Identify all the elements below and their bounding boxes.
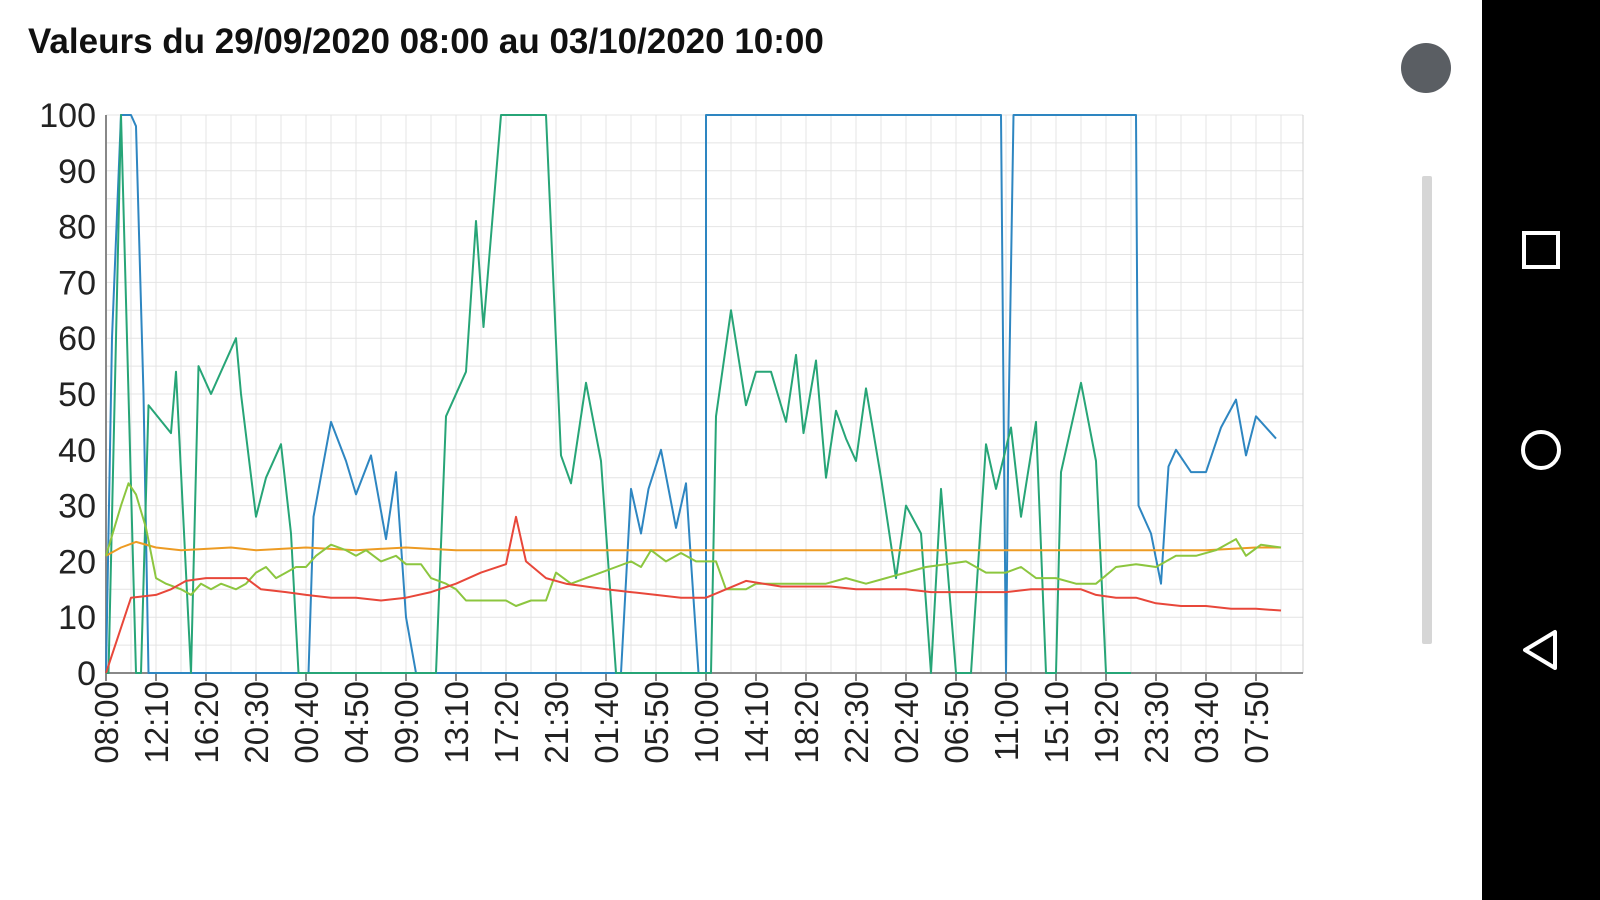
x-tick-label: 08:00 bbox=[88, 681, 125, 764]
system-navigation-bar bbox=[1482, 0, 1600, 900]
x-tick-label: 05:50 bbox=[638, 681, 675, 764]
series-line-4 bbox=[105, 482, 1282, 607]
y-tick-label: 40 bbox=[58, 432, 96, 470]
y-tick-label: 90 bbox=[58, 153, 96, 191]
series-line-3 bbox=[105, 540, 1281, 557]
y-tick-label: 60 bbox=[58, 320, 96, 358]
x-tick-label: 22:30 bbox=[838, 681, 875, 764]
x-tick-label: 02:40 bbox=[888, 681, 925, 764]
recent-apps-icon bbox=[1522, 231, 1560, 269]
x-tick-label: 23:30 bbox=[1138, 681, 1175, 764]
line-chart: 0 10 20 30 40 50 60 70 80 90 100 08:00 12:10 16:20 20… bbox=[39, 97, 1304, 764]
x-tick-label: 06:50 bbox=[938, 681, 975, 764]
y-tick-label: 70 bbox=[58, 264, 96, 302]
chart-axes bbox=[105, 115, 1304, 681]
home-icon bbox=[1521, 430, 1561, 470]
x-tick-label: 03:40 bbox=[1188, 681, 1225, 764]
x-tick-label: 01:40 bbox=[588, 681, 625, 764]
x-tick-label: 09:00 bbox=[388, 681, 425, 764]
chart-series bbox=[105, 114, 1282, 674]
x-tick-label: 12:10 bbox=[138, 681, 175, 764]
x-tick-label: 21:30 bbox=[538, 681, 575, 764]
y-tick-label: 30 bbox=[58, 488, 96, 526]
x-tick-label: 10:00 bbox=[688, 681, 725, 764]
x-tick-label: 00:40 bbox=[288, 681, 325, 764]
y-tick-label: 20 bbox=[58, 543, 96, 581]
x-tick-label: 04:50 bbox=[338, 681, 375, 764]
x-tick-label: 18:20 bbox=[788, 681, 825, 764]
chart-title: Valeurs du 29/09/2020 08:00 au 03/10/202… bbox=[28, 22, 824, 61]
x-tick-label: 20:30 bbox=[238, 681, 275, 764]
x-axis-labels: 08:00 12:10 16:20 20:30 00:40 04:50 09:00 13:10… bbox=[88, 681, 1275, 764]
y-tick-label: 50 bbox=[58, 376, 96, 414]
x-tick-label: 11:00 bbox=[988, 681, 1025, 761]
y-tick-label: 10 bbox=[58, 599, 96, 637]
back-button[interactable] bbox=[1510, 619, 1572, 681]
x-tick-label: 07:50 bbox=[1238, 681, 1275, 764]
chart-grid bbox=[105, 114, 1303, 674]
overflow-menu-button[interactable] bbox=[1401, 43, 1451, 93]
recent-apps-button[interactable] bbox=[1510, 219, 1572, 281]
x-tick-label: 19:20 bbox=[1088, 681, 1125, 764]
x-tick-label: 13:10 bbox=[438, 681, 475, 764]
x-tick-label: 14:10 bbox=[738, 681, 775, 764]
y-tick-label: 0 bbox=[77, 655, 96, 693]
y-tick-label: 100 bbox=[39, 97, 96, 135]
x-tick-label: 16:20 bbox=[188, 681, 225, 764]
series-line-2 bbox=[106, 114, 1131, 674]
home-button[interactable] bbox=[1510, 419, 1572, 481]
back-icon bbox=[1523, 630, 1557, 670]
y-tick-label: 80 bbox=[58, 209, 96, 247]
series-line-1 bbox=[105, 114, 1277, 674]
series-line-5 bbox=[105, 515, 1282, 674]
x-tick-label: 15:10 bbox=[1038, 681, 1075, 764]
scrollbar[interactable] bbox=[1422, 176, 1432, 644]
y-axis-labels: 0 10 20 30 40 50 60 70 80 90 100 bbox=[39, 97, 96, 693]
x-tick-label: 17:20 bbox=[488, 681, 525, 764]
